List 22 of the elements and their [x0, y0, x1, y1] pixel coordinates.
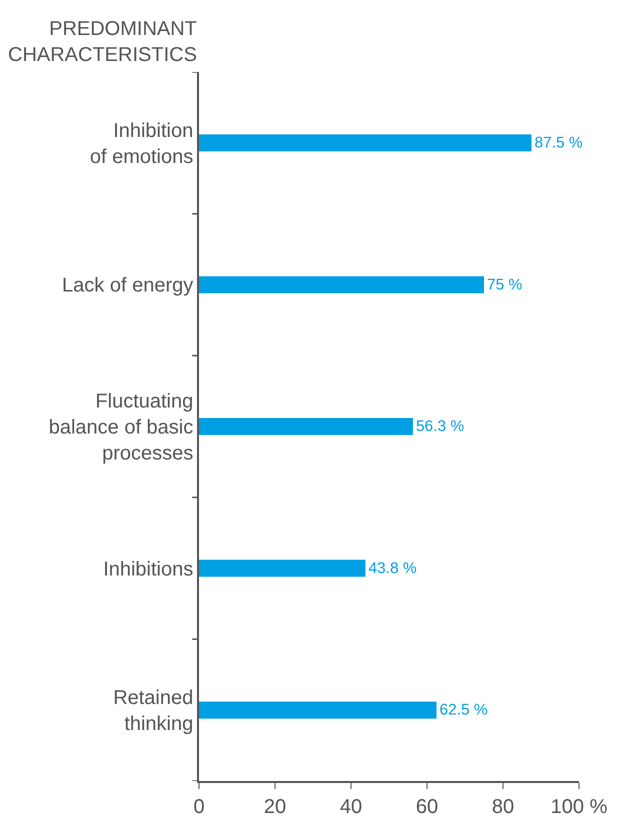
bar: [199, 418, 413, 436]
x-tick-label: 0: [193, 796, 205, 818]
y-tick-label: Fluctuating balance of basic processes: [48, 390, 194, 464]
x-tick-label: 100 %: [550, 796, 608, 818]
y-tick-label: Inhibition of emotions: [90, 120, 194, 168]
x-tick-label: 60: [416, 796, 438, 818]
bar: [199, 560, 366, 577]
bar: [199, 276, 484, 294]
data-label: 75 %: [487, 276, 523, 294]
y-tick-label: Lack of energy: [62, 274, 194, 297]
data-label: 43.8 %: [368, 560, 417, 577]
bar: [199, 134, 532, 152]
y-tick-label: Inhibitions: [103, 558, 194, 580]
x-tick-label: 20: [264, 796, 286, 818]
data-label: 87.5 %: [534, 134, 583, 152]
y-axis-title: PREDOMINANT CHARACTERISTICS: [8, 18, 197, 66]
y-tick-label: Retained thinking: [113, 687, 194, 736]
x-tick-label: 80: [492, 796, 514, 818]
x-tick-label: 40: [340, 796, 362, 818]
bar: [199, 702, 436, 719]
data-label: 56.3 %: [416, 418, 464, 436]
data-label: 62.5 %: [440, 702, 488, 719]
